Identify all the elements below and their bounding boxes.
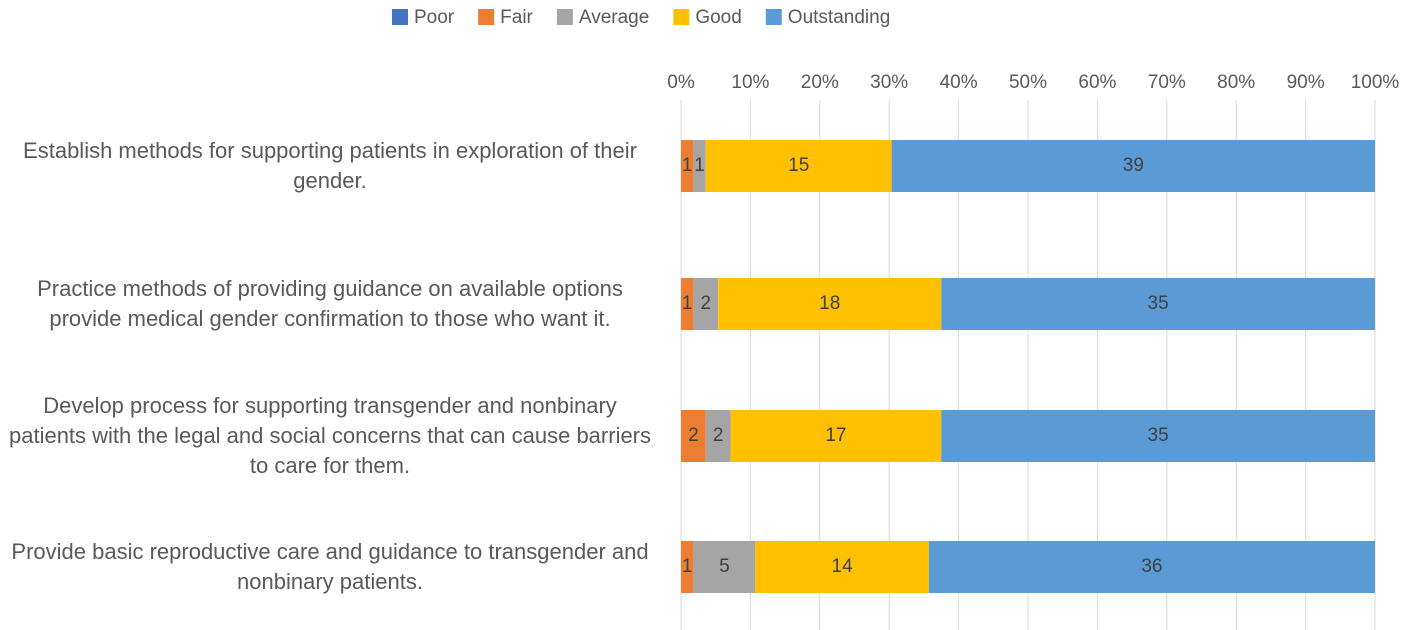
bar <box>755 541 929 593</box>
legend-swatch <box>392 9 408 25</box>
bar <box>941 410 1375 462</box>
legend-label: Outstanding <box>788 7 890 28</box>
legend-label: Fair <box>500 7 533 28</box>
data-label: 15 <box>788 155 809 176</box>
legend-swatch <box>478 9 495 25</box>
bar <box>681 278 694 330</box>
bar <box>730 410 942 462</box>
x-tick-label: 0% <box>667 72 695 93</box>
x-tick-label: 40% <box>940 72 978 93</box>
bar <box>891 140 1375 192</box>
bar <box>693 541 756 593</box>
x-tick-label: 30% <box>870 72 908 93</box>
x-tick-label: 60% <box>1078 72 1116 93</box>
data-label: 36 <box>1141 556 1162 577</box>
data-label: 1 <box>682 556 693 577</box>
x-tick-label: 100% <box>1351 72 1400 93</box>
data-label: 2 <box>713 425 724 446</box>
legend-swatch <box>765 9 782 25</box>
legend-label: Good <box>695 7 741 28</box>
data-label: 14 <box>832 556 854 577</box>
legend-swatch <box>673 9 690 25</box>
legend-label: Poor <box>414 7 455 28</box>
bar <box>928 541 1375 593</box>
data-label: 2 <box>688 425 699 446</box>
legend-swatch <box>556 9 573 25</box>
x-tick-label: 90% <box>1287 72 1325 93</box>
data-label: 17 <box>825 425 846 446</box>
x-tick-label: 20% <box>801 72 839 93</box>
data-label: 35 <box>1148 425 1169 446</box>
data-label: 2 <box>700 293 711 314</box>
bar <box>681 541 694 593</box>
x-tick-label: 70% <box>1148 72 1186 93</box>
data-label: 1 <box>694 155 705 176</box>
bar <box>693 140 706 192</box>
bar <box>941 278 1375 330</box>
data-label: 18 <box>819 293 840 314</box>
data-label: 35 <box>1148 293 1169 314</box>
x-tick-label: 80% <box>1217 72 1255 93</box>
data-label: 1 <box>682 293 693 314</box>
category-label: Develop process for supporting transgend… <box>8 393 652 478</box>
bar <box>693 278 719 330</box>
bar <box>681 140 694 192</box>
x-tick-label: 10% <box>731 72 769 93</box>
category-label: Practice methods of providing guidance o… <box>37 276 623 331</box>
bar <box>718 278 942 330</box>
category-label: Establish methods for supporting patient… <box>23 138 637 193</box>
bar <box>705 140 892 192</box>
x-tick-label: 50% <box>1009 72 1047 93</box>
legend-label: Average <box>579 7 649 28</box>
category-label: Provide basic reproductive care and guid… <box>11 539 649 594</box>
data-label: 39 <box>1123 155 1144 176</box>
data-label: 5 <box>719 556 730 577</box>
bar <box>705 410 731 462</box>
bar <box>681 410 706 462</box>
data-label: 1 <box>682 155 693 176</box>
